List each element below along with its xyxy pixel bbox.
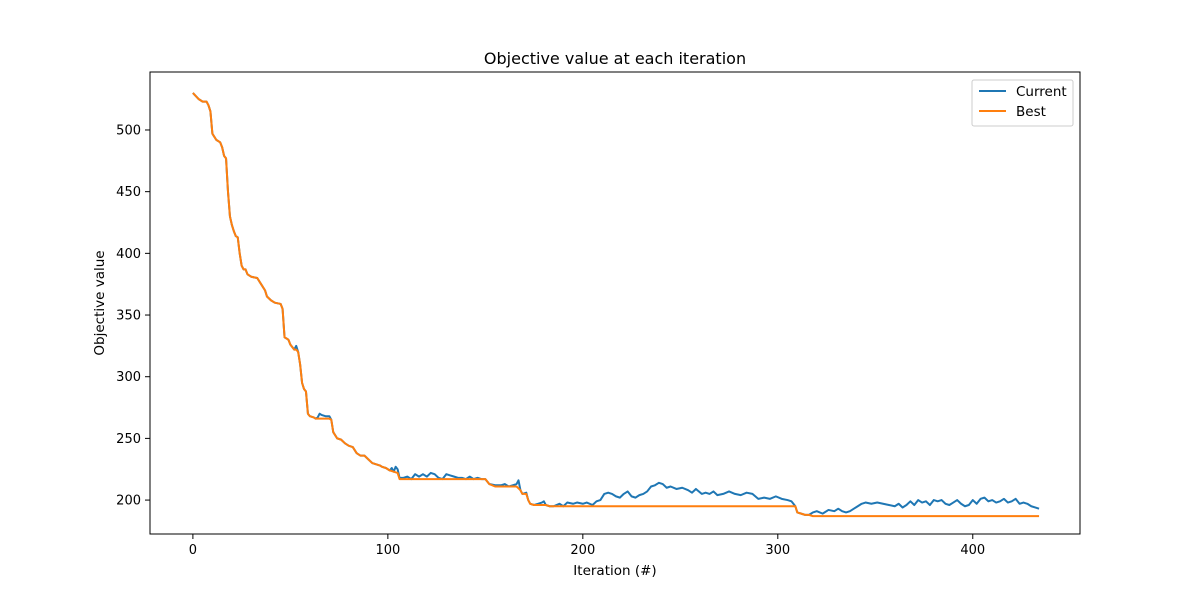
y-tick-label: 400 bbox=[116, 247, 141, 262]
legend-label-best: Best bbox=[1016, 104, 1046, 120]
y-tick-label: 300 bbox=[116, 370, 141, 385]
plot-frame bbox=[149, 71, 1081, 535]
x-tick-label: 0 bbox=[189, 543, 197, 558]
series-line-best bbox=[192, 92, 1040, 518]
x-axis-label: Iteration (#) bbox=[573, 563, 656, 579]
plot-background bbox=[150, 72, 1080, 534]
y-axis-label: Objective value bbox=[92, 250, 108, 355]
x-tick-label: 300 bbox=[765, 543, 790, 558]
x-tick-label: 400 bbox=[960, 543, 985, 558]
y-tick-label: 250 bbox=[116, 432, 141, 447]
y-tick-label: 450 bbox=[116, 185, 141, 200]
y-tick-label: 500 bbox=[116, 123, 141, 138]
legend-label-current: Current bbox=[1016, 84, 1067, 100]
chart-title: Objective value at each iteration bbox=[484, 49, 746, 68]
series-layer bbox=[192, 92, 1040, 518]
y-tick-label: 350 bbox=[116, 309, 141, 324]
y-tick-label: 200 bbox=[116, 494, 141, 509]
y-axis: 200 250 300 350 400 450 500 bbox=[116, 123, 150, 509]
x-tick-label: 100 bbox=[375, 543, 400, 558]
legend: Current Best bbox=[971, 79, 1074, 127]
x-axis: 0 100 200 300 400 bbox=[189, 534, 985, 558]
x-tick-label: 200 bbox=[570, 543, 595, 558]
